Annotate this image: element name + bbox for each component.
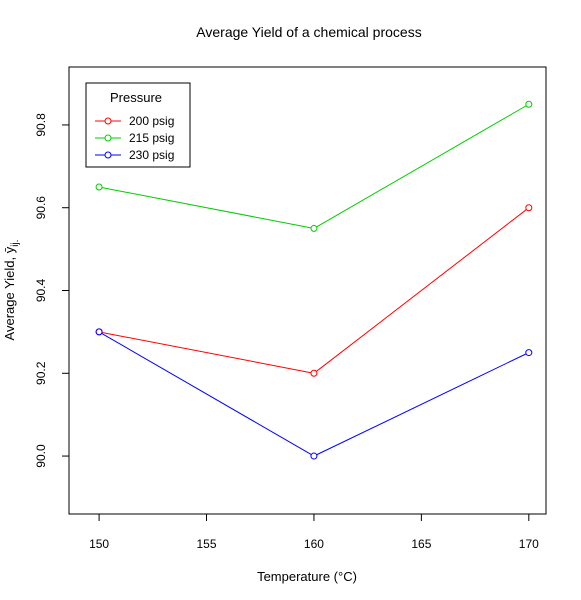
legend-marker xyxy=(104,134,112,142)
data-point xyxy=(310,452,318,460)
chart-title: Average Yield of a chemical process xyxy=(196,24,421,40)
series-2 xyxy=(95,100,533,232)
series-line-segment xyxy=(101,332,312,455)
x-tick-label: 150 xyxy=(89,537,109,551)
legend-label: 200 psig xyxy=(129,114,174,128)
x-axis: 150 155 160 165 170 xyxy=(89,513,539,551)
data-point xyxy=(95,183,103,191)
data-point xyxy=(310,224,318,232)
legend-item: 215 psig xyxy=(95,131,174,145)
legend: Pressure 200 psig 215 psig 230 psig xyxy=(85,82,191,168)
legend-item: 200 psig xyxy=(95,114,174,128)
y-tick-label: 90.4 xyxy=(34,278,48,302)
y-tick-label: 90.0 xyxy=(34,444,48,468)
x-tick-label: 160 xyxy=(304,537,324,551)
series-line-segment xyxy=(316,353,527,456)
x-tick-label: 155 xyxy=(196,537,216,551)
legend-label: 230 psig xyxy=(129,148,174,162)
x-tick-label: 165 xyxy=(411,537,431,551)
series-line-segment xyxy=(101,187,312,229)
series-layer xyxy=(95,100,533,460)
data-point xyxy=(95,328,103,336)
y-axis-label-main: Average Yield, ȳ xyxy=(2,246,17,340)
y-axis: 90.0 90.2 90.4 90.6 90.8 xyxy=(34,113,70,468)
legend-box xyxy=(85,82,191,168)
data-point xyxy=(310,369,318,377)
series-line-segment xyxy=(101,331,312,374)
x-tick-label: 170 xyxy=(519,537,539,551)
legend-marker xyxy=(104,151,112,159)
series-line-segment xyxy=(316,105,527,228)
data-point xyxy=(525,204,533,212)
legend-title: Pressure xyxy=(110,90,162,105)
legend-item: 230 psig xyxy=(95,148,174,162)
y-tick-label: 90.6 xyxy=(34,196,48,220)
y-axis-label-subscript: ij. xyxy=(10,240,21,247)
series-1 xyxy=(95,204,533,377)
data-point xyxy=(525,349,533,357)
legend-items: 200 psig 215 psig 230 psig xyxy=(95,114,174,162)
series-line-segment xyxy=(316,209,527,372)
data-point xyxy=(525,100,533,108)
legend-label: 215 psig xyxy=(129,131,174,145)
x-axis-label: Temperature (°C) xyxy=(257,569,357,584)
y-tick-label: 90.2 xyxy=(34,361,48,385)
y-tick-label: 90.8 xyxy=(34,113,48,137)
legend-marker xyxy=(104,117,112,125)
series-3 xyxy=(95,328,533,460)
y-axis-label: Average Yield, ȳij. xyxy=(2,240,21,341)
